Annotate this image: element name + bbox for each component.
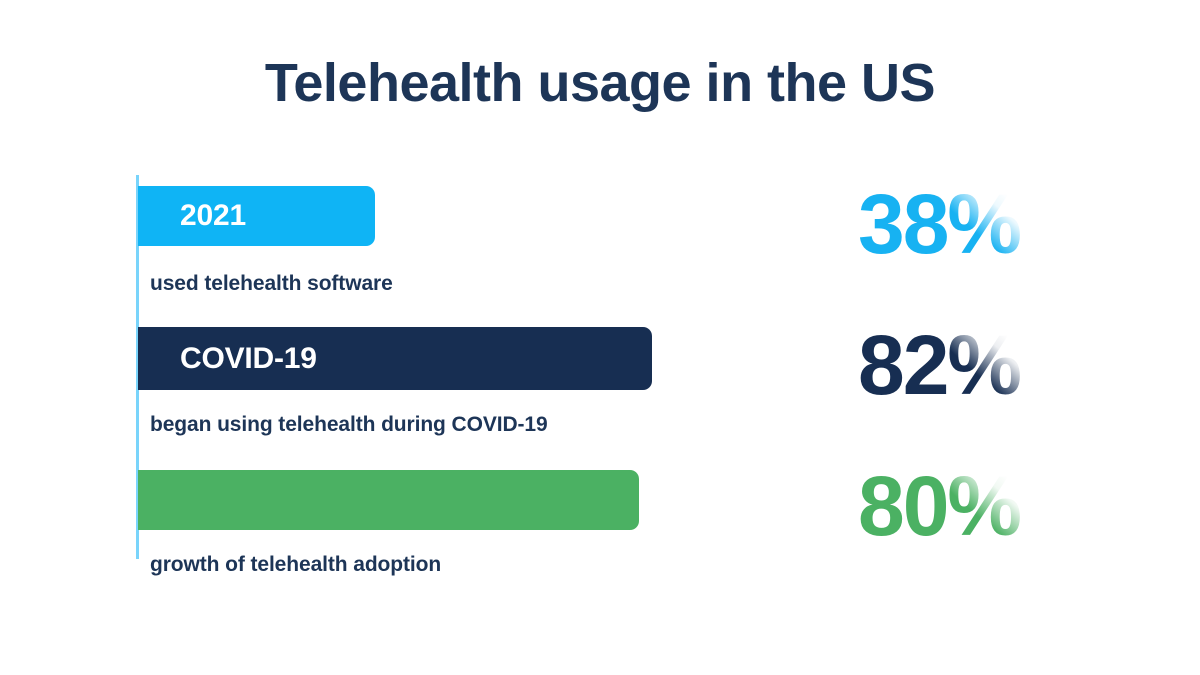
percent-value: 80% [858,459,1022,553]
bar-caption: began using telehealth during COVID-19 [150,413,548,436]
percent-value: 38% [858,177,1022,271]
bar-caption: used telehealth software [150,272,393,295]
bar-began-using-during-covid: COVID-19 [138,327,652,390]
percent-value: 82% [858,318,1022,412]
bar-inline-label: 2021 [180,199,246,232]
chart-axis-line [136,175,139,559]
percent-value-container: 38% [858,176,1088,272]
page-title: Telehealth usage in the US [264,53,936,113]
bar-inline-label: COVID-19 [180,341,317,375]
bar-caption: growth of telehealth adoption [150,553,442,576]
bar-used-telehealth-software: 2021 [138,186,375,246]
percent-value-container: 82% [858,317,1088,413]
bar-growth-of-adoption [138,470,639,530]
percent-value-container: 80% [858,458,1088,554]
